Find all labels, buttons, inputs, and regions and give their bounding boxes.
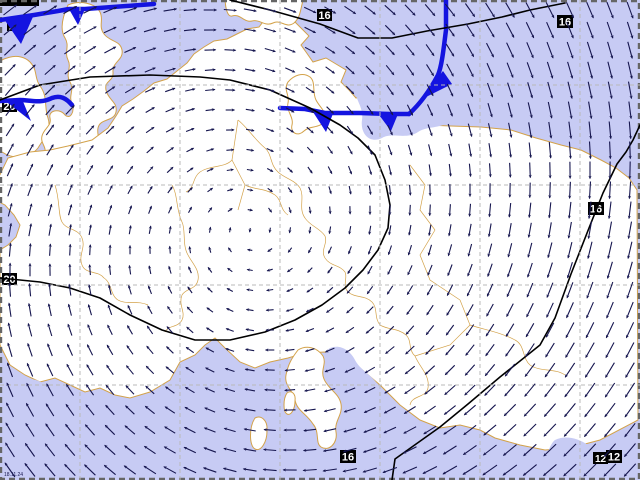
svg-text:16: 16: [559, 16, 571, 28]
svg-text:12: 12: [608, 451, 620, 463]
svg-text:16: 16: [318, 10, 330, 22]
svg-text:16: 16: [342, 451, 354, 463]
